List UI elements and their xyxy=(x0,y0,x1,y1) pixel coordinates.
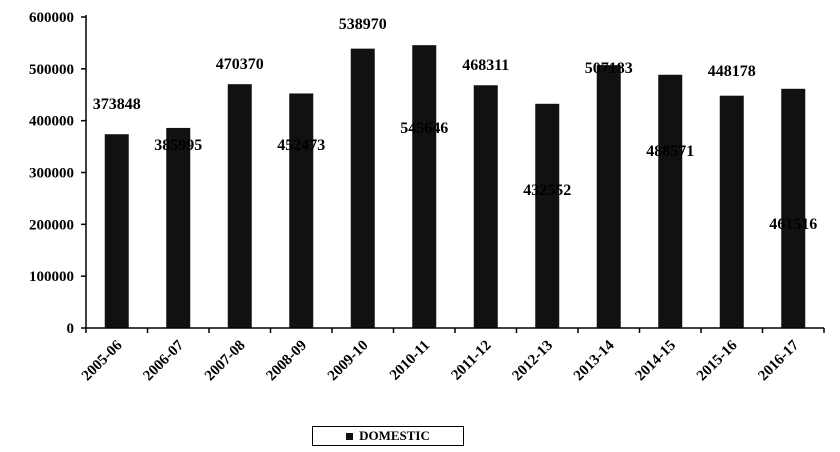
bar xyxy=(350,48,375,329)
bar xyxy=(719,95,744,329)
x-tick-label: 2007-08 xyxy=(202,338,249,385)
data-label: 470370 xyxy=(216,56,264,73)
bar xyxy=(473,85,498,329)
data-label: 373848 xyxy=(93,96,141,113)
bar-chart: 0 100000 200000 300000 400000 500000 600000 37… xyxy=(29,10,825,385)
legend-swatch xyxy=(346,432,354,440)
y-tick-label: 500000 xyxy=(29,62,74,78)
data-label: 538970 xyxy=(339,16,387,33)
data-label: 545646 xyxy=(400,120,448,137)
legend: DOMESTIC xyxy=(312,426,464,446)
x-tick-label: 2015-16 xyxy=(694,337,741,384)
y-tick-label: 0 xyxy=(67,321,75,337)
bar xyxy=(658,74,683,329)
x-tick-label: 2014-15 xyxy=(632,338,679,385)
data-label: 448178 xyxy=(708,63,756,80)
bar xyxy=(289,93,314,328)
data-label: 488571 xyxy=(646,143,694,160)
x-tick-label: 2006-07 xyxy=(140,337,187,384)
bar xyxy=(781,88,806,328)
data-label: 452473 xyxy=(277,137,325,154)
data-label: 468311 xyxy=(462,57,509,74)
data-label: 385995 xyxy=(154,137,202,154)
y-tick-label: 200000 xyxy=(29,217,74,233)
bar xyxy=(227,84,252,328)
bar xyxy=(596,65,621,329)
x-tick-label: 2013-14 xyxy=(571,337,618,384)
y-tick-label: 300000 xyxy=(29,166,74,182)
bar xyxy=(104,134,129,328)
data-label: 432552 xyxy=(523,182,571,199)
y-tick-label: 100000 xyxy=(29,269,74,285)
bar xyxy=(166,127,191,328)
legend-label: DOMESTIC xyxy=(359,428,430,443)
x-tick-label: 2005-06 xyxy=(79,337,126,384)
x-tick-label: 2011-12 xyxy=(448,338,494,384)
bar xyxy=(412,45,437,328)
y-axis: 0 100000 200000 300000 400000 500000 600000 xyxy=(29,10,87,337)
x-tick-label: 2010-11 xyxy=(387,338,433,384)
data-label: 507183 xyxy=(585,60,633,77)
x-tick-label: 2016-17 xyxy=(755,337,802,384)
bar xyxy=(535,103,560,328)
data-label: 461516 xyxy=(769,216,817,233)
x-tick-label: 2009-10 xyxy=(325,338,372,385)
x-tick-label: 2008-09 xyxy=(263,338,310,385)
bars xyxy=(104,45,806,329)
x-tick-label: 2012-13 xyxy=(509,338,556,385)
data-labels: 373848 385995 470370 452473 538970 545646 4683… xyxy=(93,16,818,233)
x-axis: 2005-06 2006-07 2007-08 2008-09 2009-10 2010-… xyxy=(79,327,825,385)
y-tick-label: 400000 xyxy=(29,114,74,130)
y-tick-label: 600000 xyxy=(29,10,74,26)
